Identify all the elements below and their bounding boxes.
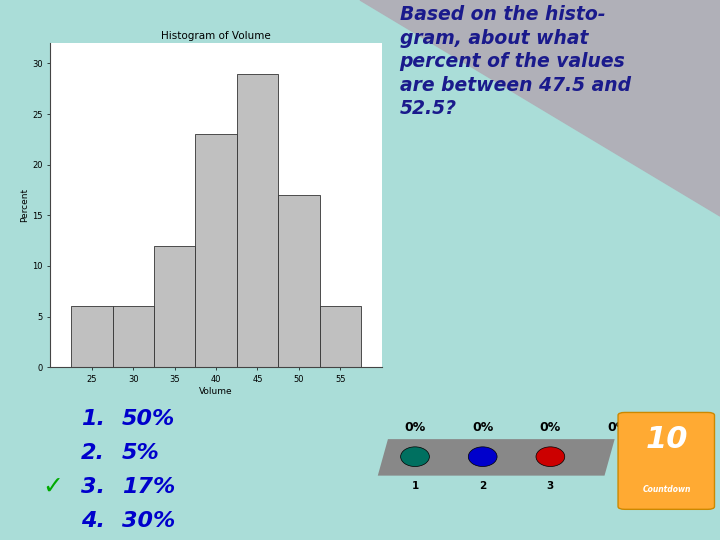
Polygon shape [378, 439, 615, 476]
Text: 0%: 0% [608, 421, 629, 434]
Text: 1.: 1. [81, 409, 104, 429]
Bar [320, 306, 361, 367]
Polygon shape [360, 0, 720, 216]
Ellipse shape [468, 447, 497, 467]
Bar [195, 134, 237, 367]
Text: 30%: 30% [122, 510, 176, 531]
Y-axis label: Percent: Percent [20, 188, 30, 222]
Text: ✓: ✓ [42, 475, 63, 499]
Text: 5%: 5% [122, 443, 160, 463]
Text: 4.: 4. [81, 510, 104, 531]
Text: 3.: 3. [81, 477, 104, 497]
Title: Histogram of Volume: Histogram of Volume [161, 31, 271, 41]
Text: 2.: 2. [81, 443, 104, 463]
Text: 0%: 0% [405, 421, 426, 434]
Bar [71, 306, 112, 367]
Bar [112, 306, 154, 367]
Text: Countdown: Countdown [642, 485, 690, 494]
Text: 1: 1 [411, 481, 418, 491]
Ellipse shape [400, 447, 429, 467]
Bar [278, 195, 320, 367]
Text: 10: 10 [645, 424, 688, 454]
Text: 0%: 0% [540, 421, 561, 434]
Text: 50%: 50% [122, 409, 176, 429]
Ellipse shape [536, 447, 564, 467]
Text: 2: 2 [479, 481, 486, 491]
Text: 3: 3 [546, 481, 554, 491]
Text: Based on the histo-
gram, about what
percent of the values
are between 47.5 and
: Based on the histo- gram, about what per… [400, 5, 631, 118]
X-axis label: Volume: Volume [199, 387, 233, 396]
Bar [154, 246, 195, 367]
Text: 0%: 0% [472, 421, 493, 434]
Text: 17%: 17% [122, 477, 176, 497]
FancyBboxPatch shape [618, 413, 714, 509]
Bar [237, 73, 278, 367]
